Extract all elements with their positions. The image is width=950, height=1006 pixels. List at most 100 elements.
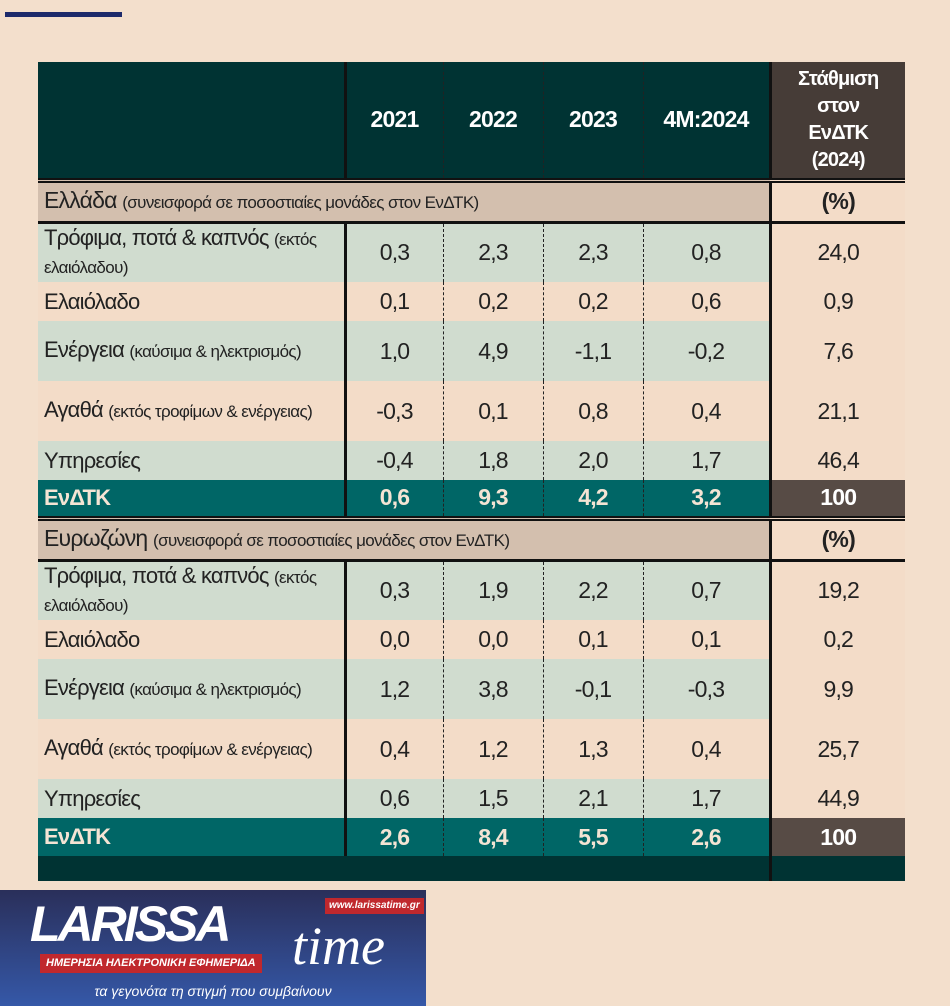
header-weight: Στάθμιση στον ΕνΔΤΚ (2024)	[768, 62, 905, 180]
table-row: Ενέργεια (καύσιμα & ηλεκτρισμός) 1,2 3,8 -0…	[38, 659, 905, 719]
value-cell: 3,8	[442, 659, 543, 719]
table-row: Ελαιόλαδο 0,0 0,0 0,1 0,1 0,2	[38, 620, 905, 659]
value-cell: 1,2	[343, 659, 443, 719]
value-cell: 1,9	[442, 560, 543, 620]
hicp-contribution-table: 2021 2022 2023 4M:2024 Στάθμιση στον ΕνΔΤΚ…	[38, 62, 905, 881]
value-cell: -0,3	[343, 381, 443, 441]
logo-name: LARISSA	[30, 896, 231, 952]
value-cell: 0,2	[542, 282, 643, 321]
weight-cell: 19,2	[768, 560, 905, 620]
total-value-cell: 2,6	[343, 818, 443, 856]
weight-cell: 44,9	[768, 779, 905, 818]
row-sublabel: (εκτός τροφίμων & ενέργειας)	[108, 740, 313, 759]
value-cell: 0,4	[642, 719, 770, 779]
logo-tagline: ΗΜΕΡΗΣΙΑ ΗΛΕΚΤΡΟΝΙΚΗ ΕΦΗΜΕΡΙΔΑ	[40, 954, 262, 973]
row-label-cell: Υπηρεσίες	[38, 779, 345, 818]
weight-cell: 21,1	[768, 381, 905, 441]
value-cell: 0,3	[343, 560, 443, 620]
table-row: Ελαιόλαδο 0,1 0,2 0,2 0,6 0,9	[38, 282, 905, 321]
row-sublabel: (εκτός ελαιόλαδου)	[44, 567, 317, 615]
table-row: Υπηρεσίες -0,4 1,8 2,0 1,7 46,4	[38, 441, 905, 480]
header-year: 2022	[442, 62, 543, 180]
row-label-cell: Τρόφιμα, ποτά & καπνός (εκτός ελαιόλαδου…	[38, 560, 345, 620]
footer-cell	[38, 856, 770, 881]
total-value-cell: 8,4	[442, 818, 543, 856]
table-row: Αγαθά (εκτός τροφίμων & ενέργειας) 0,4 1,2…	[38, 719, 905, 779]
value-cell: 0,7	[642, 560, 770, 620]
row-label: Αγαθά	[44, 735, 104, 760]
section-header-row: Ελλάδα (συνεισφορά σε ποσοστιαίες μονάδε…	[38, 177, 905, 224]
value-cell: -0,2	[642, 321, 770, 381]
header-weight-line: Στάθμιση	[798, 67, 879, 90]
table-row: Ενέργεια (καύσιμα & ηλεκτρισμός) 1,0 4,9 -1…	[38, 321, 905, 381]
row-label-cell: Ελαιόλαδο	[38, 282, 345, 321]
section-title: Ελλάδα (συνεισφορά σε ποσοστιαίες μονάδε…	[38, 177, 770, 224]
value-cell: 0,2	[442, 282, 543, 321]
value-cell: 1,3	[542, 719, 643, 779]
total-value-cell: 2,6	[642, 818, 770, 856]
row-label: Τρόφιμα, ποτά & καπνός	[44, 562, 269, 588]
section-unit: (%)	[768, 177, 905, 224]
value-cell: 0,4	[642, 381, 770, 441]
value-cell: 1,0	[343, 321, 443, 381]
row-label: Ελαιόλαδο	[44, 626, 140, 652]
total-value-cell: 3,2	[642, 480, 770, 518]
logo-name-time: time	[292, 916, 385, 976]
value-cell: 0,0	[442, 620, 543, 659]
value-cell: 2,3	[442, 222, 543, 282]
row-label: Ενέργεια	[44, 337, 125, 362]
value-cell: 0,1	[642, 620, 770, 659]
weight-cell: 24,0	[768, 222, 905, 282]
value-cell: -0,3	[642, 659, 770, 719]
value-cell: 0,0	[343, 620, 443, 659]
larissatime-logo: www.larissatime.gr LARISSA ΗΜΕΡΗΣΙΑ ΗΛΕΚ…	[0, 890, 426, 1006]
value-cell: 0,1	[442, 381, 543, 441]
header-year: 2021	[343, 62, 443, 180]
row-label-cell: Ενέργεια (καύσιμα & ηλεκτρισμός)	[38, 321, 345, 381]
total-row: ΕνΔΤΚ 0,6 9,3 4,2 3,2 100	[38, 480, 905, 518]
header-weight-line: (2024)	[811, 148, 866, 171]
value-cell: 0,6	[642, 282, 770, 321]
value-cell: 4,9	[442, 321, 543, 381]
table-row: Τρόφιμα, ποτά & καπνός (εκτός ελαιόλαδου…	[38, 222, 905, 282]
value-cell: 1,5	[442, 779, 543, 818]
row-label-cell: Αγαθά (εκτός τροφίμων & ενέργειας)	[38, 719, 345, 779]
value-cell: 1,7	[642, 441, 770, 480]
value-cell: 1,2	[442, 719, 543, 779]
section-name: Ελλάδα	[44, 187, 117, 213]
total-value-cell: 5,5	[542, 818, 643, 856]
row-label: Υπηρεσίες	[44, 785, 141, 811]
value-cell: 0,3	[343, 222, 443, 282]
row-label-cell: Τρόφιμα, ποτά & καπνός (εκτός ελαιόλαδου…	[38, 222, 345, 282]
section-header-row: Ευρωζώνη (συνεισφορά σε ποσοστιαίες μονά…	[38, 515, 905, 562]
row-sublabel: (καύσιμα & ηλεκτρισμός)	[129, 680, 302, 699]
value-cell: 2,1	[542, 779, 643, 818]
header-row: 2021 2022 2023 4M:2024 Στάθμιση στον ΕνΔΤΚ…	[38, 62, 905, 180]
header-blank	[38, 62, 345, 180]
table-footer-bar	[38, 856, 905, 881]
row-label-cell: Υπηρεσίες	[38, 441, 345, 480]
footer-cell	[768, 856, 905, 881]
value-cell: 1,7	[642, 779, 770, 818]
value-cell: 0,4	[343, 719, 443, 779]
header-weight-line: στον	[817, 94, 860, 117]
section-name: Ευρωζώνη	[44, 525, 148, 551]
header-year: 4M:2024	[642, 62, 770, 180]
row-label-cell: Ενέργεια (καύσιμα & ηλεκτρισμός)	[38, 659, 345, 719]
value-cell: -0,4	[343, 441, 443, 480]
value-cell: 0,1	[542, 620, 643, 659]
table-row: Αγαθά (εκτός τροφίμων & ενέργειας) -0,3 0,…	[38, 381, 905, 441]
value-cell: -0,1	[542, 659, 643, 719]
weight-cell: 9,9	[768, 659, 905, 719]
total-row: ΕνΔΤΚ 2,6 8,4 5,5 2,6 100	[38, 818, 905, 856]
row-label: Ελαιόλαδο	[44, 288, 140, 314]
total-value-cell: 4,2	[542, 480, 643, 518]
weight-cell: 7,6	[768, 321, 905, 381]
value-cell: 0,1	[343, 282, 443, 321]
row-sublabel: (εκτός τροφίμων & ενέργειας)	[108, 402, 313, 421]
section-title: Ευρωζώνη (συνεισφορά σε ποσοστιαίες μονά…	[38, 515, 770, 562]
value-cell: 0,6	[343, 779, 443, 818]
header-year: 2023	[542, 62, 643, 180]
row-label-cell: Αγαθά (εκτός τροφίμων & ενέργειας)	[38, 381, 345, 441]
total-weight-cell: 100	[768, 480, 905, 518]
